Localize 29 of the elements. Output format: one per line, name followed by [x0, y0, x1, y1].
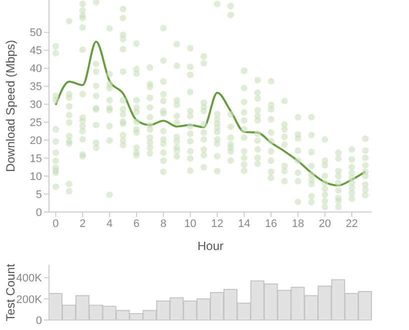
x-tick-label: 22 — [346, 218, 358, 230]
y-tick-label: 400K — [16, 272, 43, 285]
y-axis-title: Test Count — [3, 263, 18, 322]
y-tick-label: 40 — [30, 63, 42, 76]
y-tick-label: 35 — [30, 81, 42, 94]
x-tick-label: 6 — [133, 218, 140, 230]
x-tick-label: 2 — [80, 218, 86, 230]
x-tick-label: 18 — [292, 218, 304, 230]
x-tick-label: 0 — [52, 218, 59, 230]
x-tick-label: 14 — [238, 218, 250, 230]
y-axis-title: Download Speed (Mbps) — [3, 40, 18, 172]
x-tick-label: 16 — [264, 218, 278, 230]
y-tick-label: 45 — [30, 45, 42, 58]
y-tick-label: 0 — [36, 314, 42, 327]
x-axis-title: Hour — [197, 239, 224, 253]
y-tick-label: 5 — [36, 188, 42, 201]
y-tick-label: 25 — [30, 117, 42, 130]
x-tick-label: 12 — [211, 218, 224, 230]
y-tick-label: 200K — [16, 294, 43, 306]
y-tick-label: 20 — [30, 135, 42, 148]
y-tick-label: 0 — [36, 206, 42, 219]
x-tick-label: 8 — [160, 218, 166, 230]
y-tick-label: 10 — [30, 170, 42, 183]
x-tick-label: 10 — [184, 218, 196, 230]
x-tick-label: 4 — [106, 218, 113, 230]
y-tick-label: 30 — [30, 99, 42, 112]
y-tick-label: 50 — [30, 27, 42, 40]
x-tick-label: 20 — [318, 218, 332, 230]
y-tick-label: 15 — [30, 153, 42, 166]
